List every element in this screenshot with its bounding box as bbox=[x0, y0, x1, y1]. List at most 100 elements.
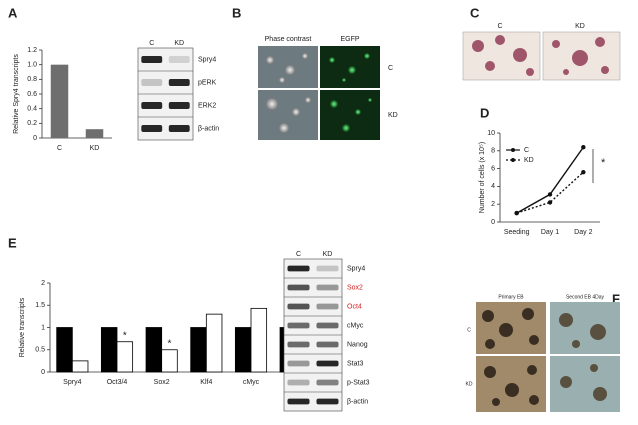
y-tick-label: 0 bbox=[491, 219, 495, 226]
y-axis-label: Number of cells (x 10⁵) bbox=[479, 142, 486, 213]
y-tick-label: 1.5 bbox=[35, 302, 45, 309]
panel-letter: D bbox=[480, 105, 489, 120]
blot-band bbox=[168, 56, 190, 63]
y-tick-label: 1.0 bbox=[27, 62, 37, 69]
y-tick-label: 0.6 bbox=[27, 91, 37, 98]
row-label: KD bbox=[388, 112, 398, 119]
blot-band bbox=[287, 265, 310, 272]
bar bbox=[100, 327, 118, 373]
blot-band bbox=[141, 125, 163, 132]
y-tick-label: 0.2 bbox=[27, 120, 37, 127]
y-tick-label: 0 bbox=[33, 135, 37, 142]
bar bbox=[56, 327, 73, 373]
annotation: * bbox=[168, 338, 172, 349]
blot-band bbox=[316, 341, 339, 348]
x-tick-label: Sox2 bbox=[154, 379, 170, 386]
x-tick-label: Spry4 bbox=[63, 379, 81, 386]
annotation: * bbox=[601, 157, 606, 169]
blot-row-label: Stat3 bbox=[347, 360, 363, 367]
blot-band bbox=[168, 125, 190, 132]
blot-row-label: β-actin bbox=[198, 125, 219, 132]
column-label: EGFP bbox=[340, 36, 359, 43]
y-axis-label: Relative transcripts bbox=[19, 297, 26, 357]
point bbox=[547, 192, 553, 197]
legend-marker bbox=[511, 148, 515, 152]
y-tick-label: 6 bbox=[491, 165, 495, 172]
y-tick-label: 2 bbox=[491, 201, 495, 208]
blot-row-label: pERK bbox=[198, 79, 217, 86]
y-tick-label: 1 bbox=[41, 324, 45, 331]
blot-row-label: ERK2 bbox=[198, 102, 216, 109]
blot-row-label: Nanog bbox=[347, 341, 368, 348]
blot-row-label: Oct4 bbox=[347, 303, 362, 310]
panel-letter: E bbox=[8, 235, 17, 250]
image-label: C bbox=[497, 23, 502, 30]
y-tick-label: 2 bbox=[41, 280, 45, 287]
blot-row-label: Spry4 bbox=[347, 265, 365, 272]
lane-label: C bbox=[149, 40, 154, 47]
bar bbox=[85, 129, 104, 138]
panel-b-images bbox=[258, 46, 380, 140]
x-tick-label: Day 2 bbox=[574, 229, 592, 236]
y-tick-label: 0.5 bbox=[35, 347, 45, 354]
x-tick-label: Day 1 bbox=[541, 229, 559, 236]
blot-band bbox=[287, 360, 310, 367]
y-tick-label: 0.4 bbox=[27, 106, 37, 113]
panel-letter: C bbox=[470, 5, 480, 20]
y-axis-label: Relative Spry4 transcripts bbox=[13, 54, 20, 134]
x-tick-label: Oct3/4 bbox=[107, 379, 128, 386]
bar bbox=[50, 64, 69, 138]
lane-label: KD bbox=[323, 251, 333, 258]
blot-row-label: Spry4 bbox=[198, 56, 216, 63]
bar bbox=[250, 307, 268, 373]
bar bbox=[71, 360, 89, 373]
blot-band bbox=[168, 79, 190, 86]
blot-band bbox=[316, 284, 339, 291]
point bbox=[581, 169, 586, 175]
row-label: C bbox=[467, 327, 471, 333]
y-tick-label: 0.8 bbox=[27, 76, 37, 83]
point bbox=[547, 200, 553, 205]
line bbox=[516, 171, 584, 214]
y-tick-label: 4 bbox=[491, 183, 495, 190]
x-tick-label: C bbox=[57, 145, 62, 152]
y-tick-label: 8 bbox=[491, 148, 495, 155]
blot-band bbox=[316, 265, 339, 272]
blot-band bbox=[287, 322, 310, 329]
blot-band bbox=[287, 398, 310, 405]
y-tick-label: 0 bbox=[41, 369, 45, 376]
x-tick-label: KD bbox=[90, 145, 100, 152]
panel-c-images bbox=[462, 31, 621, 81]
lane-label: C bbox=[296, 251, 301, 258]
blot-band bbox=[316, 322, 339, 329]
bar bbox=[116, 341, 134, 373]
panel-f-images bbox=[476, 302, 620, 412]
panel-letter: B bbox=[232, 5, 241, 20]
image-label: KD bbox=[575, 23, 585, 30]
bar bbox=[234, 327, 252, 373]
bar bbox=[205, 313, 223, 373]
blot-band bbox=[316, 379, 339, 386]
blot-band bbox=[141, 102, 163, 109]
y-tick-label: 1.2 bbox=[27, 47, 37, 54]
legend-label: C bbox=[524, 147, 529, 154]
bar bbox=[190, 327, 207, 373]
row-label: KD bbox=[466, 381, 473, 387]
blot-band bbox=[141, 79, 163, 86]
blot-band bbox=[316, 398, 339, 405]
panel-letter: F bbox=[612, 291, 620, 306]
point bbox=[581, 145, 586, 150]
panel-letter: A bbox=[8, 5, 18, 20]
blot-row-label: Sox2 bbox=[347, 284, 363, 291]
annotation: * bbox=[123, 330, 127, 341]
axis-line bbox=[49, 283, 318, 373]
column-label: Second EB 4Day bbox=[566, 294, 605, 300]
blot-row-label: cMyc bbox=[347, 322, 364, 329]
blot-band bbox=[287, 303, 310, 310]
point bbox=[514, 210, 519, 216]
column-label: Phase contrast bbox=[265, 36, 312, 43]
blot-band bbox=[316, 360, 339, 367]
blot-band bbox=[287, 379, 310, 386]
blot-band bbox=[287, 341, 310, 348]
